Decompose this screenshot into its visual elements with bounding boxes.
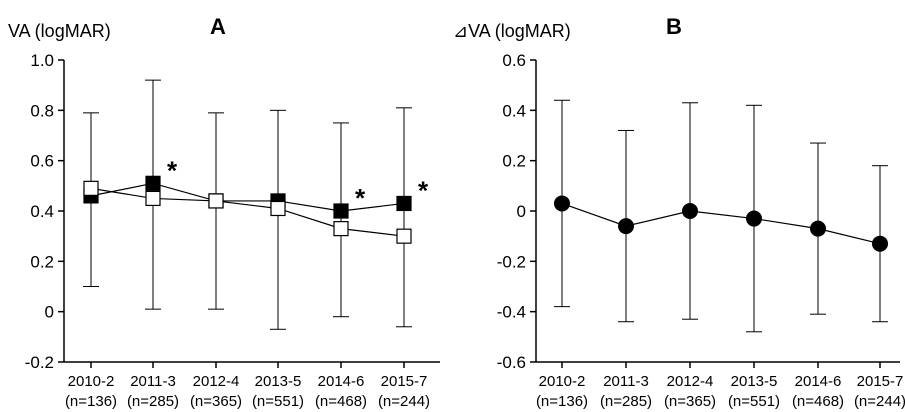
panel-b-y-tick-label: -0.4: [497, 303, 526, 322]
panel-a-series-1-point: [333, 221, 349, 237]
panel-a-x-ticks: 2010-2 (n=136) 2011-3 (n=285) 2012-4 (n=365) 2…: [65, 362, 430, 410]
panel-b-y-tick-label: -0.2: [497, 252, 526, 271]
panel-a-series-0-line: [90, 182, 405, 212]
panel-a-category-label: 2014-6: [318, 373, 365, 390]
panel-b-category-n-label: (n=244): [854, 393, 905, 410]
panel-a-significance-star: *: [355, 183, 366, 213]
panel-b-category-n-label: (n=285): [600, 393, 652, 410]
panel-b-point: [554, 195, 570, 212]
panel-a-category-label: 2010-2: [68, 373, 115, 390]
panel-b-category-n-label: (n=551): [728, 393, 780, 410]
panel-b-point: [872, 235, 888, 252]
panel-b-category-label: 2013-5: [731, 373, 778, 390]
panel-a-series-0-point: [396, 195, 412, 212]
panel-a-y-tick-label: 0.2: [30, 252, 54, 271]
panel-a: VA (logMAR) A 1.0 0.8 0.6 0.4 0.2 0 -0.2 2010-…: [8, 14, 440, 410]
panel-a-label: A: [210, 14, 226, 39]
panel-b-y-axis-title: ⊿VA (logMAR): [453, 21, 571, 41]
panel-a-y-tick-label: 0.6: [30, 152, 54, 171]
panel-a-y-tick-label: 1.0: [30, 51, 54, 70]
panel-a-category-label: 2013-5: [255, 373, 302, 390]
panel-a-series-0-point: [145, 175, 161, 191]
panel-a-error-bars: [83, 79, 412, 330]
panel-a-category-n-label: (n=244): [378, 393, 430, 410]
panel-a-significance-star: *: [167, 155, 178, 185]
panel-b-y-ticks: 0.6 0.4 0.2 0 -0.2 -0.4 -0.6: [497, 51, 536, 372]
panel-b-y-tick-label: 0.2: [502, 152, 526, 171]
panel-a-y-tick-label: 0: [45, 303, 54, 322]
panel-b-category-n-label: (n=365): [664, 393, 716, 410]
panel-a-series-1-point: [83, 180, 99, 196]
panel-b-series-lines: [561, 202, 881, 245]
panel-a-series-0-point: [333, 203, 349, 219]
panel-b-category-n-label: (n=468): [792, 393, 844, 410]
panel-b-category-label: 2014-6: [795, 373, 842, 390]
panel-b-category-label: 2011-3: [603, 373, 649, 390]
panel-a-category-n-label: (n=136): [65, 393, 117, 410]
panel-a-category-label: 2011-3: [130, 373, 176, 390]
panel-a-significance-star: *: [418, 175, 429, 205]
panel-a-y-axis-title: VA (logMAR): [8, 21, 111, 41]
panel-b-category-label: 2012-4: [667, 373, 714, 390]
panel-a-series-1-line: [90, 187, 405, 237]
panel-b-point: [682, 203, 698, 219]
panel-a-category-n-label: (n=468): [315, 393, 367, 410]
panel-b-label: B: [666, 14, 682, 39]
panel-b-point: [618, 218, 634, 235]
panel-b-x-ticks: 2010-2 (n=136) 2011-3 (n=285) 2012-4 (n=365) 2…: [536, 362, 905, 410]
panel-a-category-label: 2012-4: [193, 373, 240, 390]
panel-b-y-tick-label: -0.6: [497, 353, 526, 372]
panel-b-point: [810, 220, 826, 237]
panel-b-point: [746, 210, 762, 227]
panel-b-series-0-line: [561, 202, 881, 245]
panel-b-category-label: 2010-2: [539, 373, 586, 390]
panel-a-y-tick-label: 0.4: [30, 202, 54, 221]
panel-a-y-tick-label: -0.2: [25, 353, 54, 372]
panel-a-series-1-point: [208, 193, 224, 209]
panel-b-points: [554, 195, 888, 252]
panel-a-series-lines: [90, 182, 405, 237]
panel-a-y-ticks: 1.0 0.8 0.6 0.4 0.2 0 -0.2: [25, 51, 64, 372]
panel-b-category-label: 2015-7: [857, 373, 904, 390]
panel-a-significance-markers: * * *: [167, 155, 429, 213]
panel-b: ⊿VA (logMAR) B 0.6 0.4 0.2 0 -0.2 -0.4 -0.6 20…: [453, 14, 905, 410]
panel-a-points: [83, 175, 412, 244]
panel-a-series-1-point: [396, 228, 412, 244]
panel-b-y-tick-label: 0.4: [502, 101, 526, 120]
panel-a-category-label: 2015-7: [381, 373, 428, 390]
panel-a-category-n-label: (n=285): [127, 393, 179, 410]
panel-a-category-n-label: (n=365): [190, 393, 242, 410]
panel-b-y-tick-label: 0: [517, 202, 526, 221]
panel-a-category-n-label: (n=551): [252, 393, 304, 410]
panel-a-series-1-point: [145, 190, 161, 207]
panel-b-error-bars: [554, 99, 888, 333]
panel-a-y-tick-label: 0.8: [30, 101, 54, 120]
panel-b-category-n-label: (n=136): [536, 393, 588, 410]
panel-b-y-tick-label: 0.6: [502, 51, 526, 70]
panel-a-series-1-point: [270, 200, 286, 217]
